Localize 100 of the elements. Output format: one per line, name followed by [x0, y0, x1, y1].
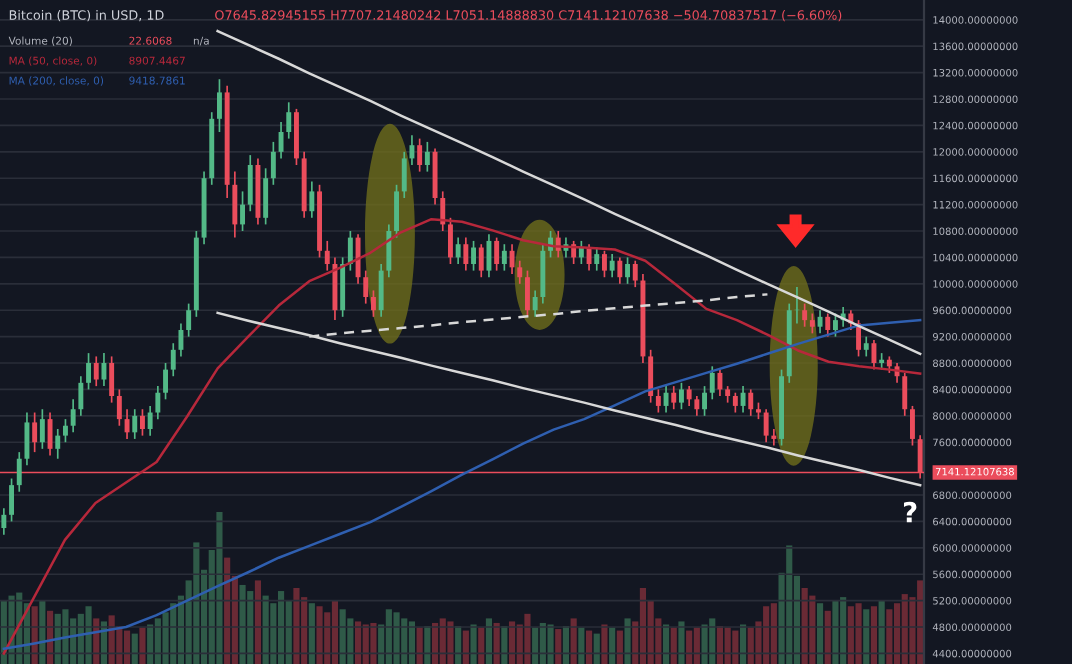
bar [609, 627, 616, 664]
candlestick [216, 78, 222, 133]
bar [624, 618, 631, 664]
candlestick [347, 230, 353, 272]
bar [870, 606, 878, 664]
bar [247, 591, 254, 664]
bar [670, 627, 677, 664]
candlestick [155, 385, 161, 420]
candlestick [309, 180, 315, 219]
bar [385, 609, 392, 664]
bar [747, 627, 754, 664]
bar [816, 603, 824, 664]
candlestick [394, 183, 400, 239]
candlestick [363, 269, 369, 305]
candlestick [1, 507, 7, 536]
candlestick [370, 289, 376, 318]
candlestick [863, 335, 869, 358]
candlestick [124, 408, 130, 440]
candlestick [825, 312, 831, 338]
candlestick [586, 243, 592, 272]
candlestick [648, 348, 654, 404]
bar [701, 624, 708, 664]
candlestick [694, 395, 700, 417]
candlestick [139, 408, 145, 437]
candlestick [386, 223, 392, 279]
bar [416, 627, 423, 664]
candlestick [740, 385, 746, 414]
candlestick [532, 289, 538, 318]
candlestick [101, 352, 107, 387]
bar [424, 626, 431, 664]
bar [724, 627, 731, 664]
bar [362, 624, 369, 664]
bar [539, 622, 546, 664]
candlestick [671, 385, 677, 411]
candlestick [132, 408, 138, 440]
bar [601, 624, 608, 664]
bar [693, 627, 700, 664]
candlestick [355, 233, 361, 285]
bar [401, 618, 408, 664]
candlestick [763, 408, 769, 444]
candlestick [401, 150, 407, 199]
candlestick [717, 368, 723, 397]
bar [878, 600, 885, 664]
bar [62, 609, 69, 664]
candlestick [686, 385, 692, 407]
candlestick [78, 375, 84, 417]
candlestick [655, 388, 661, 414]
bar [485, 618, 493, 664]
bar [524, 613, 531, 664]
candlestick [170, 342, 176, 378]
bar [370, 622, 377, 664]
bar [786, 545, 793, 664]
bar [716, 626, 724, 664]
bar [339, 609, 346, 664]
annotation: ? [904, 501, 917, 523]
candlestick [709, 365, 715, 401]
candlestick [663, 385, 669, 414]
candlestick [147, 405, 153, 437]
candlestick [24, 411, 30, 467]
candlestick [771, 428, 777, 447]
candlestick [409, 134, 415, 166]
bar [547, 624, 554, 664]
bar [578, 627, 585, 664]
candlestick [509, 243, 515, 275]
bar [239, 584, 246, 664]
candlestick [748, 388, 754, 417]
bar [662, 624, 670, 664]
bar [154, 618, 161, 664]
candlestick [278, 121, 284, 160]
candlestick [909, 405, 915, 447]
candlestick [55, 428, 61, 460]
bar [131, 633, 138, 664]
bar [478, 627, 485, 664]
candlestick [340, 256, 346, 318]
bar [824, 610, 831, 664]
candlestick [186, 302, 192, 338]
candlestick [702, 385, 708, 417]
candlestick [540, 243, 546, 305]
bar [855, 603, 862, 664]
bar [847, 606, 854, 664]
bar [886, 609, 893, 664]
candlestick [109, 355, 115, 404]
candlestick [232, 170, 238, 239]
candlestick [293, 108, 299, 166]
candlestick [247, 154, 253, 213]
bar [555, 629, 562, 664]
bar [532, 627, 539, 664]
candlestick [9, 477, 15, 523]
candlestick [678, 381, 684, 411]
candlestick [263, 167, 269, 226]
candlestick [471, 240, 477, 272]
bar [593, 633, 600, 664]
bar [801, 588, 808, 664]
candlestick [70, 398, 76, 434]
bar [639, 588, 647, 664]
bar [139, 627, 146, 664]
candlestick [378, 263, 384, 318]
bar [316, 606, 323, 664]
candlestick [163, 362, 169, 401]
candlestick [617, 256, 623, 285]
